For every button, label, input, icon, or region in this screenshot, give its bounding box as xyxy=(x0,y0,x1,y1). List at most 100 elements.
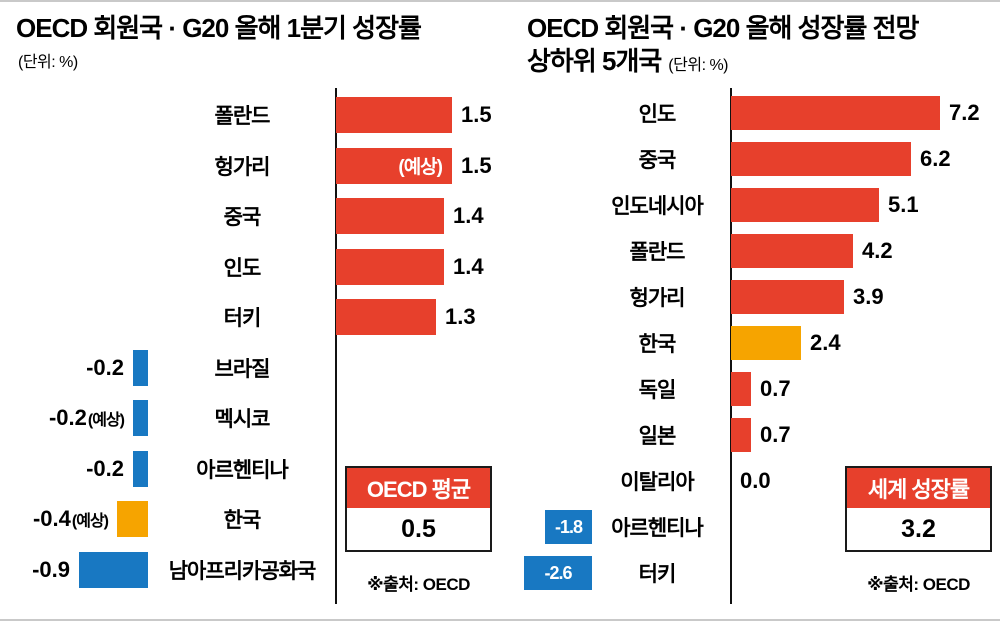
data-bar-with-note: -1.8 xyxy=(545,510,592,544)
country-label: 남아프리카공화국 xyxy=(168,559,317,583)
chart-row: 아르헨티나 -0.2 xyxy=(0,444,1000,495)
data-bar xyxy=(133,450,148,487)
data-bar xyxy=(731,96,940,130)
data-bar xyxy=(336,97,452,134)
country-label: 아르헨티나 xyxy=(611,517,704,540)
chart-row: 멕시코 -0.2 (예상) xyxy=(0,393,1000,444)
left-chart-source-note: ※출처: OECD xyxy=(367,575,470,594)
chart-row: 폴란드 4.2 xyxy=(0,228,1000,274)
value-label: -0.2 (예상) xyxy=(48,405,125,431)
country-label: 이탈리아 xyxy=(620,471,694,494)
value-label: 1.3 xyxy=(445,304,476,330)
chart-row: 한국 2.4 xyxy=(0,320,1000,366)
value-label: -0.9 xyxy=(32,556,70,582)
data-bar xyxy=(731,280,844,314)
chart-row: 브라질 -0.2 xyxy=(0,343,1000,394)
chart-row: 중국 1.4 xyxy=(0,191,1000,242)
right-chart-title-line2-text: 상하위 5개국 xyxy=(527,46,662,76)
chart-row: 헝가리 3.9 xyxy=(0,274,1000,320)
value-label: 2.4 xyxy=(810,330,841,355)
chart-row: 아르헨티나 -1.8 xyxy=(0,504,1000,550)
country-label: 터키 xyxy=(223,307,262,331)
chart-row: 독일 0.7 xyxy=(0,366,1000,412)
value-label: 1.5 xyxy=(461,152,492,178)
value-label: 0.7 xyxy=(760,376,791,401)
chart-row: 이탈리아 0.0 xyxy=(0,458,1000,504)
chart-row: 터키 1.3 xyxy=(0,292,1000,343)
data-bar xyxy=(731,372,751,406)
bottom-divider-line xyxy=(0,619,1000,621)
world-growth-callout-title: 세계 성장률 xyxy=(847,468,990,508)
value-label: -0.4 (예상) xyxy=(32,506,109,532)
data-bar xyxy=(336,299,436,336)
chart-row: 인도 1.4 xyxy=(0,242,1000,293)
value-label: 1.5 xyxy=(461,102,492,128)
top-divider-line xyxy=(0,0,1000,2)
oecd-average-callout-value: 0.5 xyxy=(347,508,490,550)
world-growth-callout-value: 3.2 xyxy=(847,508,990,550)
chart-row: 폴란드 1.5 xyxy=(0,90,1000,141)
value-label: 5.1 xyxy=(888,192,919,217)
oecd-average-callout-title: OECD 평균 xyxy=(347,468,490,508)
country-label: 인도 xyxy=(223,256,262,280)
value-label: 1.4 xyxy=(453,253,484,279)
country-label: 폴란드 xyxy=(629,241,686,264)
estimate-suffix: (예상) xyxy=(87,412,125,430)
value-label: 4.2 xyxy=(862,238,893,263)
value-label: 0.0 xyxy=(740,468,771,493)
country-label: 아르헨티나 xyxy=(196,458,289,482)
value-label: -0.2 xyxy=(86,455,124,481)
left-chart-axis-line xyxy=(335,88,337,604)
left-chart-title: OECD 회원국 · G20 올해 1분기 성장률 xyxy=(16,13,422,43)
right-chart-title-line1: OECD 회원국 · G20 올해 성장률 전망 xyxy=(527,13,919,43)
data-bar xyxy=(731,142,911,176)
data-bar xyxy=(133,400,148,437)
value-label: 0.7 xyxy=(760,422,791,447)
value-label: -0.2 xyxy=(86,354,124,380)
data-bar xyxy=(117,501,148,538)
chart-row: 인도네시아 5.1 xyxy=(0,182,1000,228)
data-bar xyxy=(336,198,444,235)
country-label: 한국 xyxy=(223,509,262,533)
country-label: 폴란드 xyxy=(214,105,271,129)
chart-row: 중국 6.2 xyxy=(0,136,1000,182)
world-growth-callout: 세계 성장률 3.2 xyxy=(845,466,992,552)
country-label: 헝가리 xyxy=(629,287,686,310)
data-bar xyxy=(731,188,879,222)
chart-row: 인도 7.2 xyxy=(0,90,1000,136)
right-chart-source-note: ※출처: OECD xyxy=(867,575,970,594)
chart-row: 남아프리카공화국 -0.9 xyxy=(0,545,1000,596)
data-bar-with-note: -2.6 xyxy=(524,556,592,590)
chart-row: 일본 0.7 xyxy=(0,412,1000,458)
value-label: 1.4 xyxy=(453,203,484,229)
country-label: 인도네시아 xyxy=(611,195,704,218)
country-label: 헝가리 xyxy=(214,155,271,179)
country-label: 일본 xyxy=(638,425,677,448)
left-chart-unit: (단위: %) xyxy=(18,54,78,71)
value-label: 6.2 xyxy=(920,146,951,171)
data-bar xyxy=(336,248,444,285)
data-bar xyxy=(731,326,801,360)
country-label: 독일 xyxy=(638,379,677,402)
country-label: 브라질 xyxy=(214,357,271,381)
country-label: 멕시코 xyxy=(214,408,271,432)
chart-row: 한국 -0.4 (예상) xyxy=(0,494,1000,545)
value-label: 3.9 xyxy=(853,284,884,309)
country-label: 한국 xyxy=(638,333,677,356)
data-bar xyxy=(731,418,751,452)
data-bar-with-note: (예상) xyxy=(336,147,452,184)
chart-row: 터키 -2.6 xyxy=(0,550,1000,596)
data-bar xyxy=(133,349,148,386)
oecd-average-callout: OECD 평균 0.5 xyxy=(345,466,492,552)
right-chart-unit: (단위: %) xyxy=(668,57,729,74)
estimate-suffix: (예상) xyxy=(71,513,109,531)
country-label: 인도 xyxy=(638,103,677,126)
data-bar xyxy=(731,234,853,268)
country-label: 중국 xyxy=(638,149,677,172)
value-label: 7.2 xyxy=(949,100,980,125)
country-label: 중국 xyxy=(223,206,262,230)
data-bar xyxy=(79,551,148,588)
country-label: 터키 xyxy=(638,563,677,586)
chart-row: 헝가리 (예상) 1.5 xyxy=(0,141,1000,192)
